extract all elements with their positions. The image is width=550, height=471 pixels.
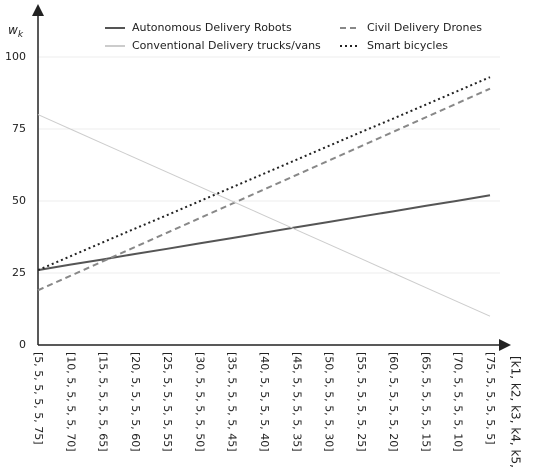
series-line [37, 87, 491, 292]
legend-label: Conventional Delivery trucks/vans [132, 39, 321, 52]
y-tick-label: 0 [19, 338, 26, 351]
legend-label: Civil Delivery Drones [367, 21, 482, 34]
x-tick-label: [75, 5, 5, 5, 5, 5] [484, 352, 497, 445]
x-tick-label: [20, 5, 5, 5, 5, 60] [129, 352, 142, 452]
legend-label: Smart bicycles [367, 39, 448, 52]
x-tick-label: [30, 5, 5, 5, 5, 50] [193, 352, 206, 452]
legend-label: Autonomous Delivery Robots [132, 21, 292, 34]
x-tick-label: [5, 5, 5, 5, 5, 75] [32, 352, 45, 445]
y-tick-label: 50 [12, 194, 26, 207]
x-tick-label: [45, 5, 5, 5, 5, 35] [290, 352, 303, 452]
y-tick-label: 75 [12, 122, 26, 135]
x-tick-label: [10, 5, 5, 5, 5, 70] [64, 352, 77, 452]
y-label-main: w [8, 23, 18, 37]
series-line [37, 114, 491, 317]
y-tick-label: 100 [5, 50, 26, 63]
x-axis-label: [k1, k2, k3, k4, k5, k6] [509, 356, 523, 467]
y-tick-label: 25 [12, 266, 26, 279]
y-axis-label: wk [8, 23, 24, 40]
x-tick-label: [55, 5, 5, 5, 5, 25] [355, 352, 368, 452]
x-tick-label: [15, 5, 5, 5, 5, 65] [97, 352, 110, 452]
x-tick-label: [35, 5, 5, 5, 5, 45] [226, 352, 239, 452]
x-tick-label: [70, 5, 5, 5, 5, 10] [452, 352, 465, 452]
series-line [37, 76, 491, 272]
x-tick-label: [60, 5, 5, 5, 5, 20] [387, 352, 400, 452]
x-tick-label: [50, 5, 5, 5, 5, 30] [323, 352, 336, 452]
series-line [37, 194, 491, 272]
y-label-sub: k [18, 30, 24, 40]
x-tick-label: [65, 5, 5, 5, 5, 15] [419, 352, 432, 452]
x-tick-label: [40, 5, 5, 5, 5, 40] [258, 352, 271, 452]
x-tick-label: [25, 5, 5, 5, 5, 55] [161, 352, 174, 452]
